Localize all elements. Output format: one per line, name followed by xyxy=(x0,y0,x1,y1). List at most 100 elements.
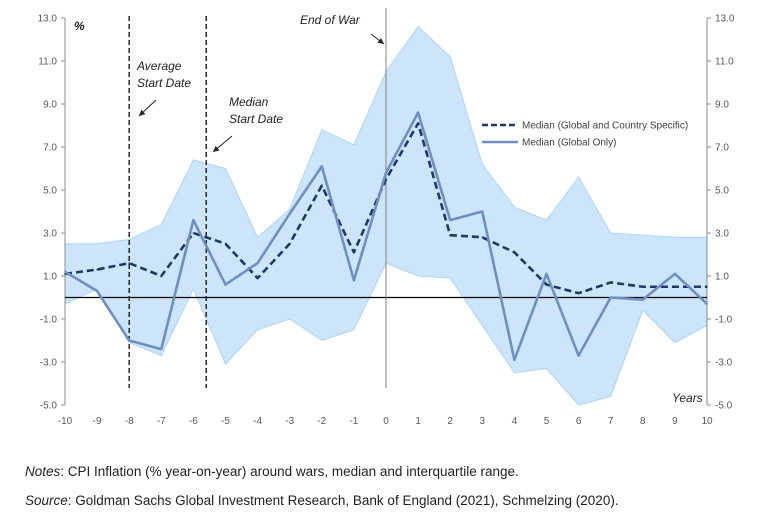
series-layer xyxy=(64,111,708,362)
event-marker-label: Median xyxy=(229,95,269,109)
series-point xyxy=(609,281,612,284)
left-y-tick-label: 11.0 xyxy=(38,57,57,68)
right-y-tick-label: 1.0 xyxy=(715,272,729,283)
x-tick-label: 8 xyxy=(640,416,646,427)
x-tick-label: 6 xyxy=(576,416,582,427)
left-y-tick-label: 1.0 xyxy=(43,272,57,283)
x-tick-label: 2 xyxy=(447,416,453,427)
series-point xyxy=(128,339,130,342)
series-point xyxy=(609,296,612,299)
x-tick-label: -9 xyxy=(93,416,102,427)
chart-notes: Notes: CPI Inflation (% year-on-year) ar… xyxy=(25,464,519,479)
x-tick-label: -1 xyxy=(349,416,358,427)
x-tick-label: -2 xyxy=(317,416,326,427)
series-point xyxy=(224,242,227,245)
x-tick-label: 9 xyxy=(672,416,678,427)
series-point xyxy=(674,273,676,275)
x-tick-label: -8 xyxy=(125,416,134,427)
series-point xyxy=(353,279,355,282)
series-point xyxy=(417,111,419,114)
series-point xyxy=(128,262,130,264)
right-y-tick-label: 13.0 xyxy=(715,14,735,25)
series-point xyxy=(256,262,259,264)
left-y-tick-label: 5.0 xyxy=(43,186,57,197)
left-y-tick-label: -1.0 xyxy=(40,315,58,326)
chart-source: Source: Goldman Sachs Global Investment … xyxy=(25,493,619,508)
right-y-tick-label: 9.0 xyxy=(715,100,729,111)
series-point xyxy=(321,184,323,187)
series-point xyxy=(160,275,163,277)
series-point xyxy=(96,268,98,271)
event-marker-arrowhead xyxy=(139,109,146,116)
source-text: : Goldman Sachs Global Investment Resear… xyxy=(67,493,619,508)
event-marker-label: Average xyxy=(136,59,182,73)
series-point xyxy=(417,122,419,125)
right-y-tick-label: -3.0 xyxy=(715,358,733,369)
x-tick-label: 4 xyxy=(512,416,518,427)
series-point xyxy=(385,178,387,181)
series-point xyxy=(224,283,227,286)
series-point xyxy=(642,298,644,301)
event-marker-label: Start Date xyxy=(229,112,283,126)
x-tick-label: 1 xyxy=(415,416,421,427)
notes-text: : CPI Inflation (% year-on-year) around … xyxy=(60,464,519,479)
x-tick-label: -6 xyxy=(189,416,198,427)
series-point xyxy=(674,285,676,288)
x-tick-label: 10 xyxy=(701,416,713,427)
series-point xyxy=(449,234,452,236)
legend: Median (Global and Country Specific) Medi… xyxy=(482,121,688,149)
series-point xyxy=(642,285,644,288)
left-y-tick-label: -5.0 xyxy=(40,401,58,412)
series-point xyxy=(513,251,516,254)
x-tick-label: -10 xyxy=(58,416,73,427)
series-point xyxy=(385,172,387,174)
source-lead: Source xyxy=(25,493,68,508)
event-marker-label: End of War xyxy=(300,13,361,27)
left-y-tick-label: 9.0 xyxy=(43,100,57,111)
x-tick-label: 0 xyxy=(383,416,389,427)
x-tick-label: -3 xyxy=(285,416,294,427)
inflation-chart: 13.0 13.011.0 11.09.0 9.07.0 7.05.0 5.03.0 3.0… xyxy=(38,8,735,428)
series-point xyxy=(545,273,548,275)
series-point xyxy=(513,359,516,361)
series-point xyxy=(256,277,259,279)
right-y-tick-label: -1.0 xyxy=(715,315,733,326)
event-marker-arrowhead xyxy=(377,37,384,44)
series-point xyxy=(577,354,580,357)
x-axis-label: Years xyxy=(672,391,703,405)
x-tick-label: -5 xyxy=(221,416,230,427)
left-y-tick-label: 7.0 xyxy=(43,143,57,154)
series-point xyxy=(288,242,291,245)
series-point xyxy=(545,283,548,286)
right-y-tick-label: 5.0 xyxy=(715,186,729,197)
event-markers-layer: Average Start Date Median Start Date End of … xyxy=(128,8,387,388)
series-point xyxy=(96,290,98,292)
right-y-tick-label: 3.0 xyxy=(715,229,729,240)
x-tick-label: 7 xyxy=(608,416,614,427)
x-tick-label: 5 xyxy=(544,416,550,427)
x-tick-label: 3 xyxy=(480,416,486,427)
event-marker-arrowhead xyxy=(213,145,220,152)
series-point xyxy=(449,219,452,221)
left-y-tick-label: -3.0 xyxy=(40,358,58,369)
series-point xyxy=(481,236,484,239)
series-point xyxy=(192,232,195,234)
left-y-tick-label: 3.0 xyxy=(43,229,57,240)
legend-label: Median (Global and Country Specific) xyxy=(522,121,688,132)
right-y-tick-label: 7.0 xyxy=(715,143,729,154)
series-point xyxy=(192,219,195,221)
right-y-tick-label: 11.0 xyxy=(715,57,734,68)
series-point xyxy=(577,292,580,295)
series-point xyxy=(353,251,355,254)
series-point xyxy=(706,303,708,305)
right-y-tick-label: -5.0 xyxy=(715,401,733,412)
x-tick-label: -4 xyxy=(253,416,262,427)
series-point xyxy=(64,270,66,273)
event-marker-label: Start Date xyxy=(137,76,191,90)
notes-lead: Notes xyxy=(25,464,61,479)
legend-label: Median (Global Only) xyxy=(522,138,616,149)
axes-layer: 13.0 13.011.0 11.09.0 9.07.0 7.05.0 5.03.0 3.0… xyxy=(38,14,735,428)
y-axis-unit-label: % xyxy=(74,19,85,33)
series-point xyxy=(481,210,484,213)
series-point xyxy=(321,165,323,168)
